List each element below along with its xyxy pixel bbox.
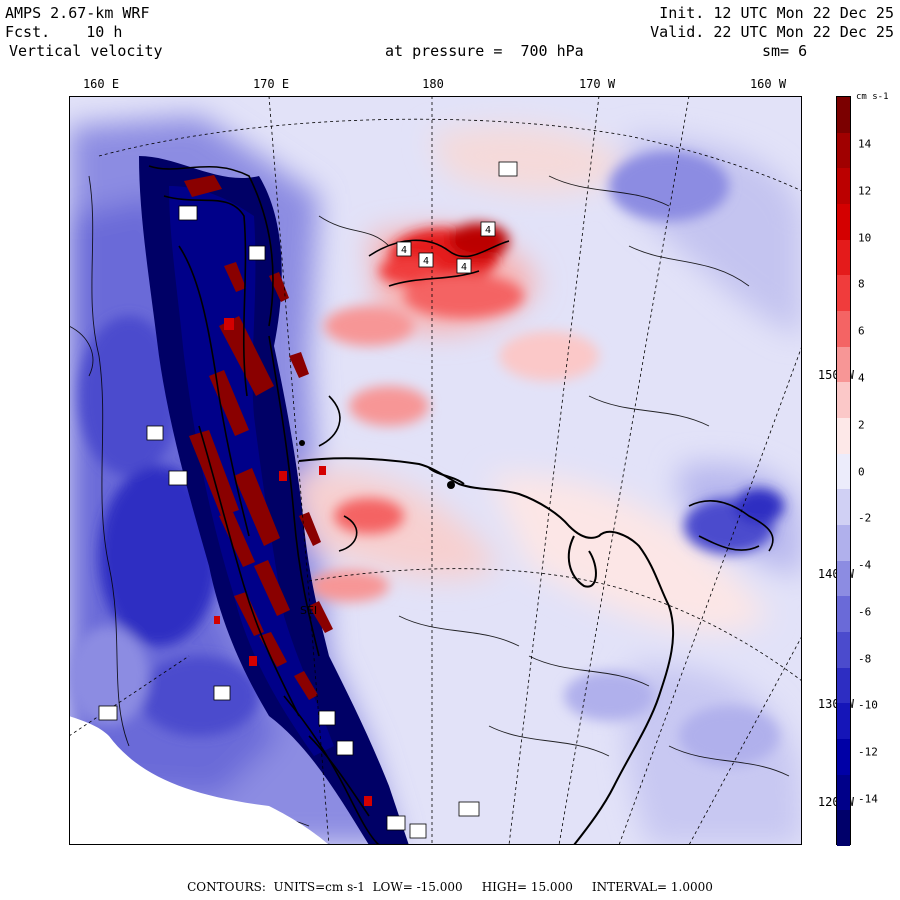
stations bbox=[299, 440, 455, 489]
contour-label: 4 bbox=[423, 256, 429, 267]
missing-data-area bbox=[69, 716, 329, 845]
contour-labels: 4 4 4 4 bbox=[98, 161, 518, 839]
colorbar-segment bbox=[837, 703, 850, 740]
colorbar-tick-label: 4 bbox=[858, 371, 865, 385]
convective-updraft-streaks bbox=[184, 175, 333, 700]
colorbar-tick-label: 0 bbox=[858, 465, 865, 478]
units-text: UNITS=cm s-1 bbox=[273, 880, 365, 894]
lon-label-170e: 170 E bbox=[252, 77, 290, 91]
colorbar-segment bbox=[837, 453, 850, 490]
lon-label-170w: 170 W bbox=[578, 77, 616, 91]
smoothing-value: sm= 6 bbox=[762, 42, 808, 60]
colorbar-segment bbox=[837, 810, 850, 847]
colorbar-units: cm s-1 bbox=[856, 92, 889, 102]
colorbar-tick-label: 8 bbox=[858, 277, 865, 291]
field-name: Vertical velocity bbox=[9, 42, 163, 60]
colorbar-segment bbox=[837, 204, 850, 241]
colorbar-tick-label: -14 bbox=[858, 792, 878, 806]
colorbar-tick-label: -6 bbox=[858, 605, 872, 619]
colorbar-segment bbox=[837, 346, 850, 383]
colorbar-segment bbox=[837, 168, 850, 205]
colorbar-tick-label: 10 bbox=[858, 231, 872, 245]
colorbar-tick-label: 6 bbox=[858, 324, 865, 338]
lon-label-160e: 160 E bbox=[82, 77, 120, 91]
vertical-velocity-map: 4 4 4 4 SEI bbox=[69, 96, 802, 845]
colorbar-segment bbox=[837, 489, 850, 526]
colorbar-tick-label: -4 bbox=[858, 558, 872, 572]
contour-info: CONTOURS: UNITS=cm s-1 LOW= -15.000 HIGH… bbox=[0, 880, 900, 894]
colorbar-segment bbox=[837, 132, 850, 169]
contour-label: 4 bbox=[401, 245, 407, 256]
map-svg: 4 4 4 4 SEI bbox=[69, 96, 802, 845]
colorbar-tick-label: -12 bbox=[858, 745, 878, 759]
colorbar bbox=[836, 96, 851, 847]
colorbar-segment bbox=[837, 596, 850, 633]
colorbar-tick-label: 14 bbox=[858, 137, 872, 151]
colorbar-segment bbox=[837, 525, 850, 562]
colorbar-tick-label: -2 bbox=[858, 511, 872, 525]
init-time: Init. 12 UTC Mon 22 Dec 25 bbox=[659, 4, 894, 22]
contour-lines bbox=[148, 165, 774, 845]
contour-label: 4 bbox=[461, 262, 467, 273]
colorbar-segment bbox=[837, 275, 850, 312]
colorbar-segment bbox=[837, 311, 850, 348]
colorbar-segment bbox=[837, 560, 850, 597]
valid-time: Valid. 22 UTC Mon 22 Dec 25 bbox=[650, 23, 894, 41]
colorbar-segment bbox=[837, 97, 850, 134]
low-value: LOW= -15.000 bbox=[372, 880, 463, 894]
colorbar-tick-label: 2 bbox=[858, 418, 865, 432]
colorbar-tick-label: -10 bbox=[858, 698, 878, 712]
colorbar-segment bbox=[837, 239, 850, 276]
forecast-hour: Fcst. 10 h bbox=[5, 23, 122, 41]
pressure-level: at pressure = 700 hPa bbox=[385, 42, 584, 60]
lon-label-160w: 160 W bbox=[749, 77, 787, 91]
colorbar-segment bbox=[837, 739, 850, 776]
map-frame bbox=[69, 96, 802, 845]
station-label: SEI bbox=[300, 604, 317, 617]
station-marker bbox=[299, 440, 305, 446]
high-value: HIGH= 15.000 bbox=[481, 880, 573, 894]
convective-updraft-highlights bbox=[214, 318, 372, 806]
colorbar-segment bbox=[837, 382, 850, 419]
interval-value: INTERVAL= 1.0000 bbox=[591, 880, 713, 894]
contour-label: 4 bbox=[485, 225, 491, 236]
lon-label-180: 180 bbox=[422, 77, 444, 91]
contours-label: CONTOURS: bbox=[187, 880, 266, 894]
colorbar-tick-label: -8 bbox=[858, 652, 872, 666]
colorbar-segment bbox=[837, 632, 850, 669]
colorbar-tick-label: 12 bbox=[858, 184, 872, 198]
colorbar-segment bbox=[837, 667, 850, 704]
colorbar-segment bbox=[837, 774, 850, 811]
forecast-value: 10 h bbox=[86, 23, 123, 41]
model-title: AMPS 2.67-km WRF bbox=[5, 4, 150, 22]
station-marker bbox=[447, 481, 455, 489]
forecast-label: Fcst. bbox=[5, 23, 51, 41]
thin-contour-lines bbox=[69, 175, 790, 827]
colorbar-segment bbox=[837, 418, 850, 455]
